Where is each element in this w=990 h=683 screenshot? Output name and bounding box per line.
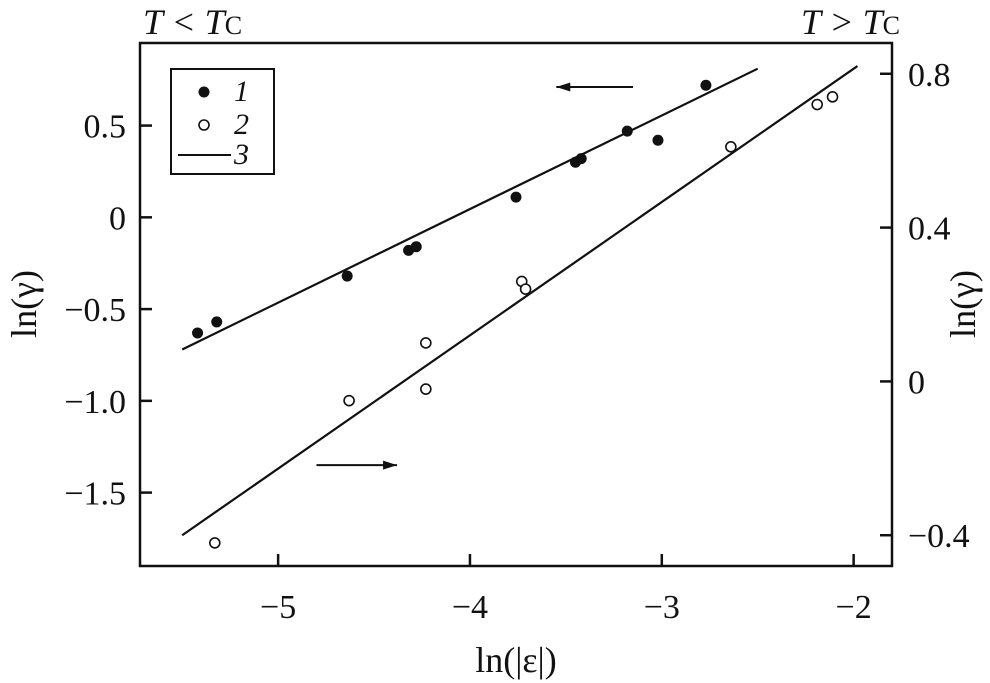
- corner-label-left-sub: C: [225, 11, 242, 40]
- point-s1-9: [652, 134, 664, 146]
- arrow-right: [316, 460, 398, 470]
- point-s1-2: [341, 270, 353, 282]
- point-s2-0: [209, 537, 221, 549]
- y-right-tick-label-3: −0.4: [908, 518, 970, 555]
- point-s1-7: [575, 153, 587, 165]
- x-tick-label-3: −2: [836, 589, 872, 626]
- point-s1-10: [700, 79, 712, 91]
- point-s1-4: [410, 241, 422, 253]
- plot-frame: [138, 41, 894, 568]
- y-left-tick-label-2: −0.5: [64, 292, 126, 329]
- legend-label-2: 2: [234, 108, 249, 141]
- legend: 1 2 3: [170, 68, 275, 175]
- y-left-tick-label-3: −1.0: [64, 384, 126, 421]
- y-right-tick-label-0: 0.8: [908, 57, 951, 94]
- point-s2-2: [420, 337, 432, 349]
- point-s2-1: [343, 394, 355, 407]
- arrow-head-left: [556, 82, 571, 92]
- y-right-tick-label-2: 0: [908, 364, 925, 401]
- data-points: [192, 79, 839, 549]
- x-tick-label-1: −4: [452, 589, 488, 626]
- y-left-tick-label-1: 0: [109, 200, 126, 237]
- x-axis-label: ln(|ε|): [475, 640, 557, 680]
- legend-marker-2: [198, 119, 210, 131]
- series-1: [192, 79, 712, 339]
- fit-lines: [181, 65, 859, 537]
- corner-label-right-main: T > T: [801, 2, 886, 42]
- corner-label-left: T < TC: [143, 2, 242, 42]
- y-left-tick-label-4: −1.5: [64, 476, 126, 513]
- point-s1-5: [510, 191, 522, 203]
- arrow-left: [556, 82, 634, 92]
- corner-label-left-main: T < T: [143, 2, 228, 42]
- x-tick-label-2: −3: [644, 589, 680, 626]
- series-2: [209, 91, 839, 549]
- corner-label-right-sub: C: [883, 11, 900, 40]
- point-s1-0: [192, 327, 204, 339]
- legend-marker-1: [198, 86, 210, 98]
- y-left-tick-label-0: 0.5: [84, 109, 127, 146]
- point-s1-8: [621, 125, 633, 137]
- legend-label-3: 3: [233, 138, 249, 171]
- legend-label-1: 1: [234, 75, 249, 108]
- point-s2-7: [811, 98, 823, 111]
- legend-box: [170, 68, 275, 175]
- arrows: [316, 82, 634, 470]
- arrow-head-right: [383, 460, 398, 470]
- y-axis-label-right: ln(γ): [943, 270, 983, 338]
- fit-line-left: [181, 67, 759, 351]
- point-s2-8: [826, 91, 839, 103]
- y-right-tick-label-1: 0.4: [908, 211, 951, 248]
- point-s1-1: [211, 316, 223, 328]
- corner-label-right: T > TC: [801, 2, 900, 42]
- fit-line-right: [181, 65, 859, 537]
- x-ticks: −5 −4 −3 −2: [260, 554, 872, 626]
- y-ticks-right: 0.8 0.4 0 −0.4: [880, 57, 970, 555]
- y-ticks-left: 0.5 0 −0.5 −1.0 −1.5: [64, 109, 152, 513]
- point-s2-5: [519, 283, 532, 295]
- point-s2-6: [725, 141, 737, 153]
- y-axis-label-left: ln(γ): [4, 270, 44, 338]
- x-tick-label-0: −5: [260, 589, 296, 626]
- point-s2-3: [420, 383, 432, 395]
